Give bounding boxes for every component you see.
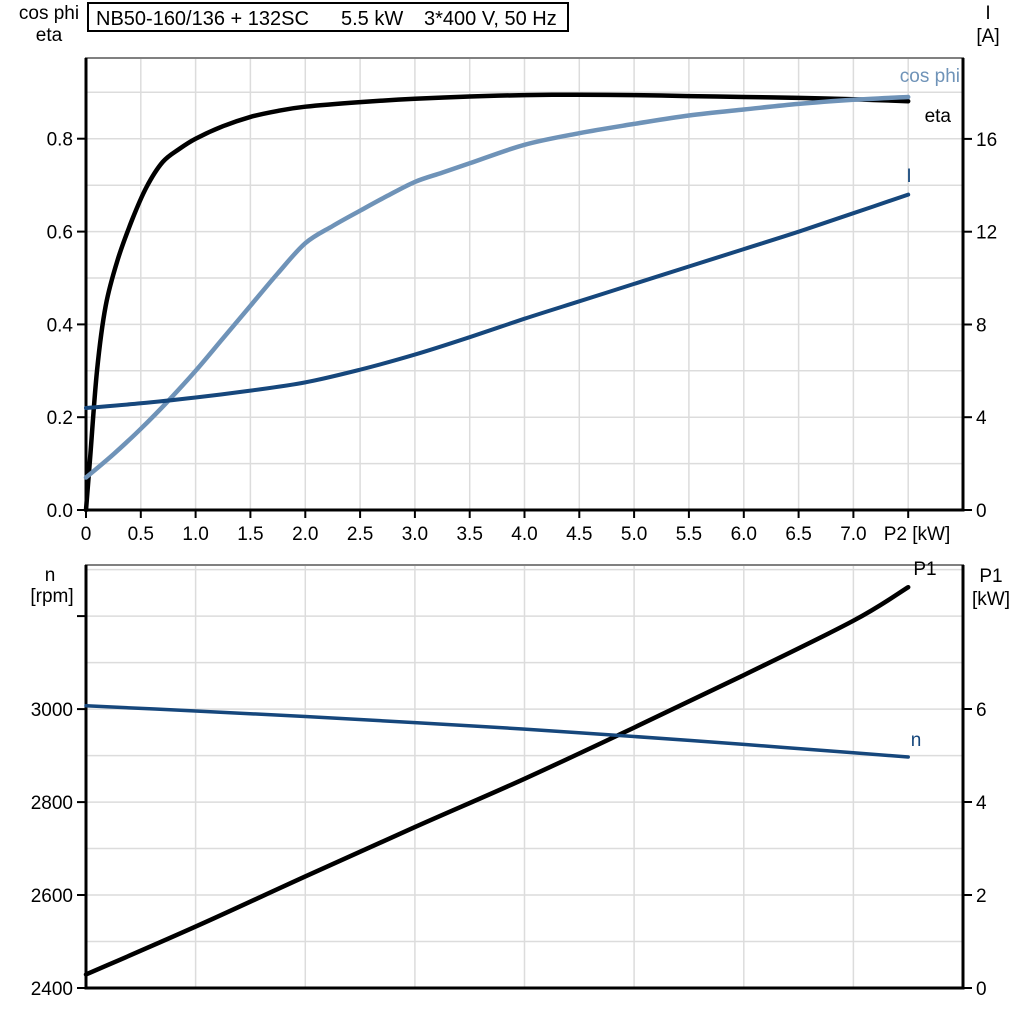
x-tick-label: 1.0 xyxy=(182,524,208,545)
curve-label-p1: P1 xyxy=(913,559,936,580)
curve-label-current: I xyxy=(906,166,911,187)
bottom-left-axis-unit-label: [rpm] xyxy=(30,586,73,607)
curve-p1-power xyxy=(83,584,911,977)
x-tick-label: 4.5 xyxy=(566,524,592,545)
curve-current xyxy=(84,192,911,410)
top-left-axis-label-eta: eta xyxy=(36,25,63,46)
bottom-left-axis-label-n: n xyxy=(45,565,56,586)
x-tick-label: 1.5 xyxy=(237,524,263,545)
right-tick-label: 0 xyxy=(976,979,987,1000)
left-tick-label: 3000 xyxy=(31,700,73,721)
title-voltage-frequency: 3*400 V, 50 Hz xyxy=(424,8,557,30)
x-tick-label: 5.5 xyxy=(676,524,702,545)
chart-title-box: NB50-160/136 + 132SC 5.5 kW 3*400 V, 50 … xyxy=(87,2,569,32)
x-tick-label: 2.0 xyxy=(292,524,318,545)
left-tick-label: 0.6 xyxy=(47,223,73,244)
x-tick-label: 4.0 xyxy=(511,524,537,545)
right-tick-label: 12 xyxy=(976,223,997,244)
right-tick-label: 0 xyxy=(976,501,987,522)
curve-label-cos-phi: cos phi xyxy=(900,66,960,87)
x-tick-label: 7.0 xyxy=(840,524,866,545)
title-pump-type: NB50-160/136 + 132SC xyxy=(96,8,309,30)
x-axis-label-p2: P2 [kW] xyxy=(884,524,951,545)
x-tick-label: 0 xyxy=(81,524,92,545)
top-right-axis-unit-label: [A] xyxy=(976,26,999,47)
top-left-axis-label-cosphi: cos phi xyxy=(19,3,79,24)
bottom-chart-plot-area: 2400 2600 2800 3000 0 2 4 6 xyxy=(31,564,987,1000)
bottom-right-axis-label-p1: P1 xyxy=(979,566,1002,587)
right-tick-label: 4 xyxy=(976,793,987,814)
left-tick-label: 2400 xyxy=(31,979,73,1000)
curve-speed xyxy=(84,704,910,759)
right-tick-label: 2 xyxy=(976,886,987,907)
left-tick-label: 0.4 xyxy=(47,315,74,336)
top-chart-plot-area: 0 0.5 1.0 1.5 2.0 2.5 3.0 3.5 4.0 4.5 5.0 5.5 6.0 6.5… xyxy=(47,57,997,545)
right-tick-label: 6 xyxy=(976,700,987,721)
curve-cos-phi xyxy=(83,94,911,480)
right-tick-label: 4 xyxy=(976,408,987,429)
curve-eta xyxy=(83,92,911,513)
left-tick-label: 0.8 xyxy=(47,130,73,151)
bottom-right-axis-unit-label: [kW] xyxy=(972,589,1010,610)
title-box-border xyxy=(87,2,569,32)
left-tick-label: 2800 xyxy=(31,793,73,814)
x-tick-label: 3.5 xyxy=(456,524,482,545)
right-tick-label: 8 xyxy=(976,316,987,337)
x-tick-label: 2.5 xyxy=(347,524,373,545)
x-tick-label: 0.5 xyxy=(128,524,154,545)
curve-label-speed: n xyxy=(911,730,922,751)
x-tick-label: 6.0 xyxy=(731,524,757,545)
left-tick-label: 2600 xyxy=(31,886,73,907)
x-tick-label: 6.5 xyxy=(785,524,811,545)
curve-label-eta: eta xyxy=(925,106,952,127)
x-tick-label: 3.0 xyxy=(402,524,428,545)
right-tick-label: 16 xyxy=(976,130,997,151)
top-right-axis-label-i: I xyxy=(985,3,990,24)
title-power-rating: 5.5 kW xyxy=(341,8,403,30)
left-tick-label: 0.0 xyxy=(47,501,73,522)
left-tick-label: 0.2 xyxy=(47,408,73,429)
x-tick-label: 5.0 xyxy=(621,524,647,545)
